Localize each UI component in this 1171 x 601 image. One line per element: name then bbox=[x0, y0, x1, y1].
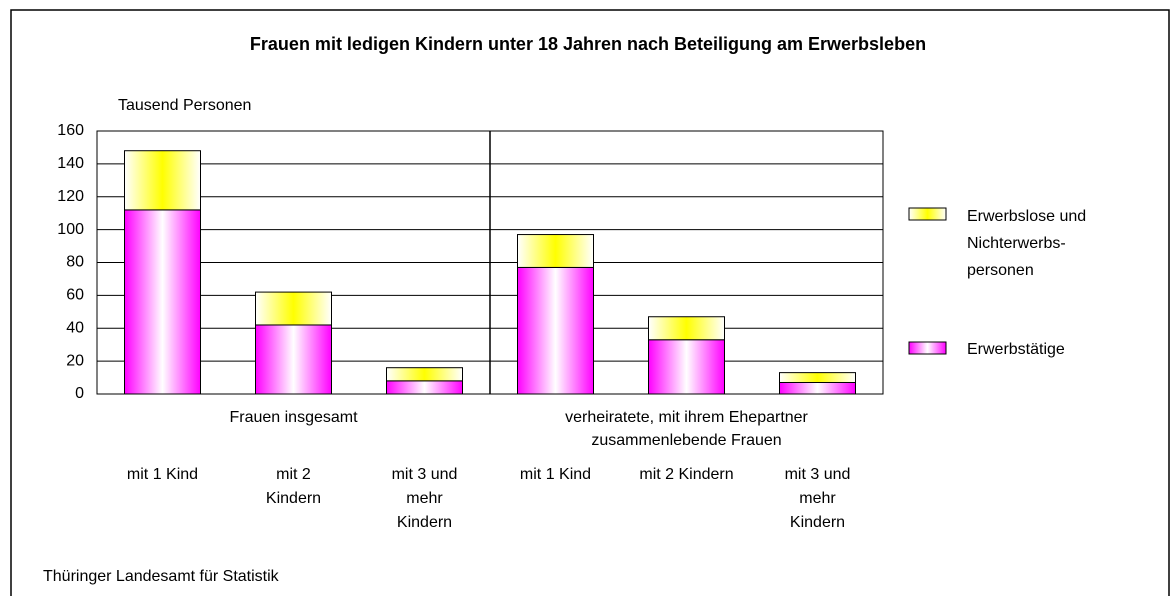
bar-segment bbox=[386, 380, 463, 395]
bar-segment bbox=[779, 381, 856, 395]
y-tick-label: 60 bbox=[66, 287, 84, 304]
x-tick-label: Kindern bbox=[790, 514, 845, 531]
y-tick-label: 0 bbox=[75, 385, 84, 402]
x-tick-label: Kindern bbox=[266, 490, 321, 507]
group-label: verheiratete, mit ihrem Ehepartner bbox=[565, 409, 808, 426]
y-tick-label: 160 bbox=[57, 122, 84, 139]
x-tick-label: Kindern bbox=[397, 514, 452, 531]
group-label: Frauen insgesamt bbox=[229, 409, 358, 426]
chart-title: Frauen mit ledigen Kindern unter 18 Jahr… bbox=[250, 34, 926, 54]
bar-segment bbox=[648, 316, 725, 341]
x-tick-label: mit 2 bbox=[276, 466, 311, 483]
bar-segment bbox=[517, 266, 594, 395]
y-tick-label: 120 bbox=[57, 188, 84, 205]
y-tick-label: 20 bbox=[66, 352, 84, 369]
x-tick-label: mit 2 Kindern bbox=[639, 466, 733, 483]
legend-swatch bbox=[908, 341, 947, 355]
bar-segment bbox=[386, 367, 463, 382]
x-tick-label: mehr bbox=[406, 490, 443, 507]
bar-segment bbox=[517, 234, 594, 268]
bar-segment bbox=[779, 372, 856, 383]
legend-label: Erwerbstätige bbox=[967, 341, 1065, 358]
x-tick-label: mit 3 und bbox=[392, 466, 458, 483]
x-tick-label: mit 3 und bbox=[785, 466, 851, 483]
x-tick-label: mit 1 Kind bbox=[520, 466, 591, 483]
y-axis-label: Tausend Personen bbox=[118, 97, 251, 114]
legend-swatch bbox=[908, 207, 947, 221]
bar-segment bbox=[255, 324, 332, 395]
y-tick-label: 40 bbox=[66, 319, 84, 336]
bar-segment bbox=[124, 150, 201, 211]
bar-segment bbox=[124, 209, 201, 395]
source: Thüringer Landesamt für Statistik bbox=[43, 568, 280, 585]
legend-label: Nichterwerbs- bbox=[967, 235, 1066, 252]
x-tick-label: mit 1 Kind bbox=[127, 466, 198, 483]
y-tick-label: 140 bbox=[57, 155, 84, 172]
bar-segment bbox=[648, 339, 725, 395]
x-tick-label: mehr bbox=[799, 490, 836, 507]
bar-segment bbox=[255, 291, 332, 326]
legend-label: Erwerbslose und bbox=[967, 208, 1086, 225]
y-tick-label: 80 bbox=[66, 254, 84, 271]
group-label: zusammenlebende Frauen bbox=[591, 432, 781, 449]
y-tick-label: 100 bbox=[57, 221, 84, 238]
legend-label: personen bbox=[967, 262, 1034, 279]
